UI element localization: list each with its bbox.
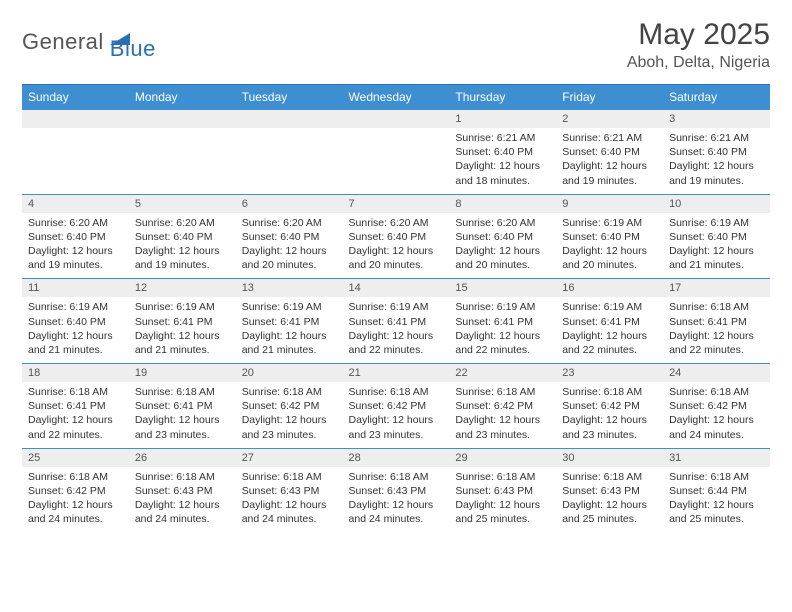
info-cell: Sunrise: 6:20 AM Sunset: 6:40 PM Dayligh… [236,213,343,279]
date-cell [129,110,236,129]
day-header: Wednesday [343,85,450,110]
day-header: Thursday [449,85,556,110]
info-cell [343,128,450,194]
date-cell: 10 [663,194,770,213]
date-cell: 29 [449,448,556,467]
info-cell: Sunrise: 6:21 AM Sunset: 6:40 PM Dayligh… [556,128,663,194]
info-cell [236,128,343,194]
info-cell: Sunrise: 6:19 AM Sunset: 6:40 PM Dayligh… [663,213,770,279]
date-cell: 28 [343,448,450,467]
date-cell: 16 [556,279,663,298]
date-cell: 22 [449,364,556,383]
info-cell: Sunrise: 6:19 AM Sunset: 6:41 PM Dayligh… [129,297,236,363]
date-cell: 6 [236,194,343,213]
date-cell: 12 [129,279,236,298]
logo: General Blue [22,18,156,62]
day-header: Monday [129,85,236,110]
day-header: Sunday [22,85,129,110]
info-cell: Sunrise: 6:18 AM Sunset: 6:42 PM Dayligh… [556,382,663,448]
date-cell: 18 [22,364,129,383]
date-cell: 7 [343,194,450,213]
info-cell: Sunrise: 6:21 AM Sunset: 6:40 PM Dayligh… [663,128,770,194]
day-header: Friday [556,85,663,110]
location-subtitle: Aboh, Delta, Nigeria [627,54,770,72]
info-cell: Sunrise: 6:18 AM Sunset: 6:43 PM Dayligh… [236,467,343,533]
day-header-row: Sunday Monday Tuesday Wednesday Thursday… [22,85,770,110]
info-cell: Sunrise: 6:18 AM Sunset: 6:41 PM Dayligh… [22,382,129,448]
logo-text-general: General [22,29,104,55]
header: General Blue May 2025 Aboh, Delta, Niger… [22,18,770,72]
date-cell [236,110,343,129]
month-year-title: May 2025 [627,18,770,52]
date-cell: 25 [22,448,129,467]
info-cell: Sunrise: 6:19 AM Sunset: 6:41 PM Dayligh… [556,297,663,363]
info-cell: Sunrise: 6:20 AM Sunset: 6:40 PM Dayligh… [343,213,450,279]
info-row: Sunrise: 6:18 AM Sunset: 6:41 PM Dayligh… [22,382,770,448]
date-row: 25262728293031 [22,448,770,467]
date-cell: 13 [236,279,343,298]
date-row: 11121314151617 [22,279,770,298]
date-cell: 9 [556,194,663,213]
date-cell: 19 [129,364,236,383]
info-row: Sunrise: 6:20 AM Sunset: 6:40 PM Dayligh… [22,213,770,279]
date-cell: 5 [129,194,236,213]
date-cell: 2 [556,110,663,129]
date-cell: 20 [236,364,343,383]
info-cell: Sunrise: 6:19 AM Sunset: 6:41 PM Dayligh… [343,297,450,363]
day-header: Tuesday [236,85,343,110]
info-cell: Sunrise: 6:18 AM Sunset: 6:42 PM Dayligh… [343,382,450,448]
info-cell: Sunrise: 6:18 AM Sunset: 6:43 PM Dayligh… [556,467,663,533]
info-cell: Sunrise: 6:18 AM Sunset: 6:42 PM Dayligh… [236,382,343,448]
date-cell: 17 [663,279,770,298]
info-cell: Sunrise: 6:20 AM Sunset: 6:40 PM Dayligh… [22,213,129,279]
info-cell: Sunrise: 6:18 AM Sunset: 6:44 PM Dayligh… [663,467,770,533]
date-row: 18192021222324 [22,364,770,383]
info-cell: Sunrise: 6:19 AM Sunset: 6:40 PM Dayligh… [22,297,129,363]
day-header: Saturday [663,85,770,110]
date-cell: 4 [22,194,129,213]
title-block: May 2025 Aboh, Delta, Nigeria [627,18,770,72]
info-cell: Sunrise: 6:20 AM Sunset: 6:40 PM Dayligh… [449,213,556,279]
date-cell [343,110,450,129]
calendar-table: Sunday Monday Tuesday Wednesday Thursday… [22,84,770,532]
date-row: 45678910 [22,194,770,213]
info-cell: Sunrise: 6:18 AM Sunset: 6:43 PM Dayligh… [449,467,556,533]
info-cell: Sunrise: 6:18 AM Sunset: 6:42 PM Dayligh… [663,382,770,448]
date-cell: 27 [236,448,343,467]
info-cell [129,128,236,194]
info-cell: Sunrise: 6:18 AM Sunset: 6:43 PM Dayligh… [343,467,450,533]
info-cell: Sunrise: 6:18 AM Sunset: 6:43 PM Dayligh… [129,467,236,533]
date-cell: 15 [449,279,556,298]
info-cell: Sunrise: 6:18 AM Sunset: 6:42 PM Dayligh… [449,382,556,448]
date-cell: 11 [22,279,129,298]
info-cell [22,128,129,194]
info-cell: Sunrise: 6:18 AM Sunset: 6:41 PM Dayligh… [129,382,236,448]
date-cell: 23 [556,364,663,383]
info-cell: Sunrise: 6:19 AM Sunset: 6:40 PM Dayligh… [556,213,663,279]
date-cell: 3 [663,110,770,129]
date-cell: 21 [343,364,450,383]
info-cell: Sunrise: 6:20 AM Sunset: 6:40 PM Dayligh… [129,213,236,279]
info-row: Sunrise: 6:21 AM Sunset: 6:40 PM Dayligh… [22,128,770,194]
info-cell: Sunrise: 6:21 AM Sunset: 6:40 PM Dayligh… [449,128,556,194]
info-row: Sunrise: 6:18 AM Sunset: 6:42 PM Dayligh… [22,467,770,533]
date-cell: 26 [129,448,236,467]
info-cell: Sunrise: 6:18 AM Sunset: 6:42 PM Dayligh… [22,467,129,533]
info-cell: Sunrise: 6:18 AM Sunset: 6:41 PM Dayligh… [663,297,770,363]
date-cell [22,110,129,129]
date-cell: 1 [449,110,556,129]
date-cell: 8 [449,194,556,213]
date-cell: 24 [663,364,770,383]
info-cell: Sunrise: 6:19 AM Sunset: 6:41 PM Dayligh… [449,297,556,363]
date-cell: 31 [663,448,770,467]
date-cell: 30 [556,448,663,467]
info-row: Sunrise: 6:19 AM Sunset: 6:40 PM Dayligh… [22,297,770,363]
logo-text-blue: Blue [110,22,156,62]
info-cell: Sunrise: 6:19 AM Sunset: 6:41 PM Dayligh… [236,297,343,363]
date-cell: 14 [343,279,450,298]
date-row: 123 [22,110,770,129]
